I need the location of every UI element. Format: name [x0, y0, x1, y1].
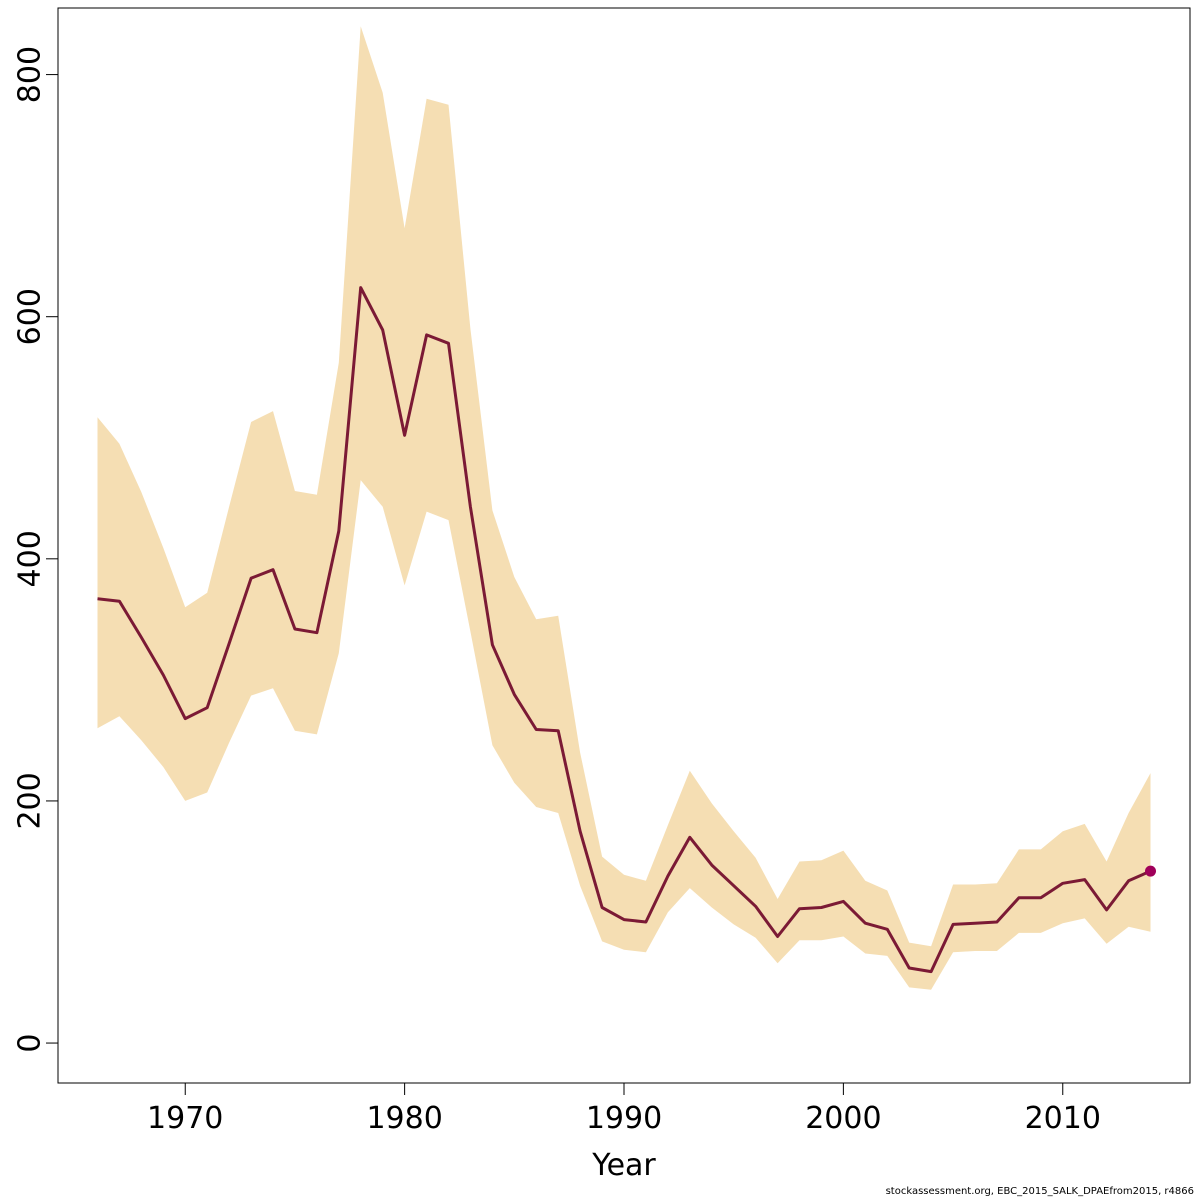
x-axis: 1970 1980 1990 2000 2010 [147, 1082, 1101, 1136]
footer-credit: stockassessment.org, EBC_2015_SALK_DPAEf… [885, 1186, 1194, 1197]
x-axis-title: Year [591, 1148, 656, 1183]
x-tick-label: 2000 [805, 1101, 881, 1136]
x-tick-label: 1980 [366, 1101, 442, 1136]
x-tick-label: 1970 [147, 1101, 223, 1136]
y-tick-label: 200 [13, 772, 48, 829]
x-tick-label: 1990 [586, 1101, 662, 1136]
y-axis: 0 200 400 600 800 [13, 46, 59, 1053]
x-tick-label: 2010 [1025, 1101, 1101, 1136]
last-estimate-point [1145, 865, 1157, 877]
estimate-line [97, 286, 1152, 974]
confidence-band [97, 26, 1151, 990]
y-tick-label: 800 [13, 46, 48, 103]
y-tick-label: 0 [13, 1034, 48, 1053]
y-tick-label: 400 [13, 530, 48, 587]
y-tick-label: 600 [13, 288, 48, 345]
